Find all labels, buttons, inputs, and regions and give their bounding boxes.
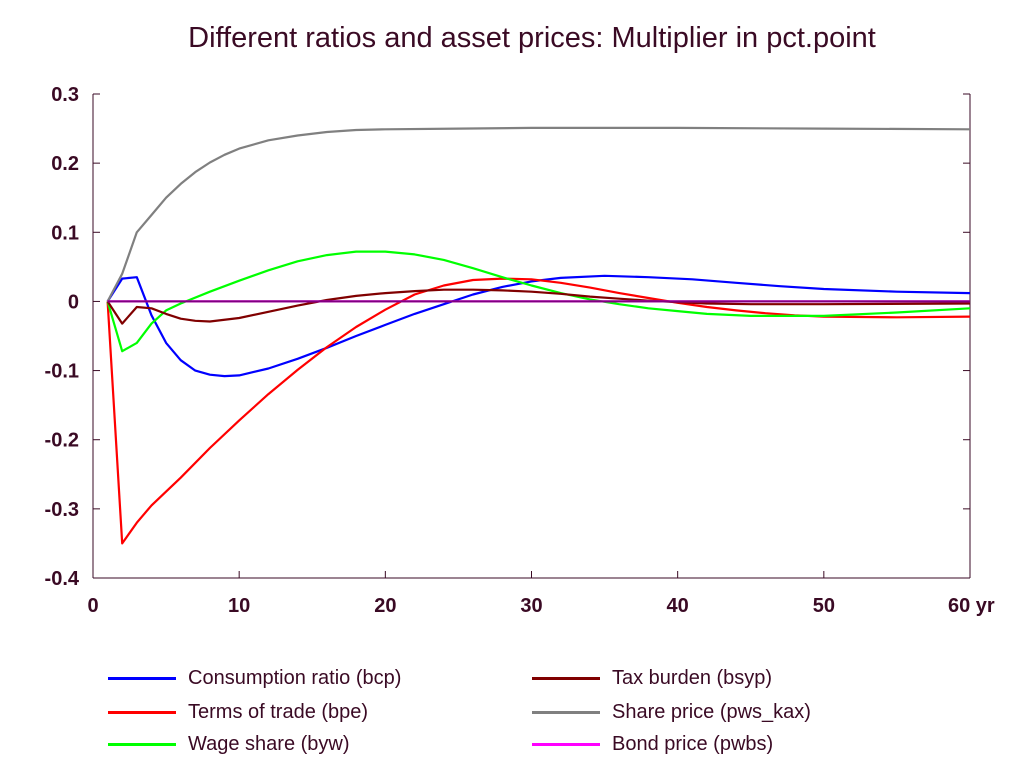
x-tick-label: 30 [520,595,542,617]
series-line-wage-share [106,250,971,353]
series-line-terms-of-trade [106,277,971,545]
tick-labels: 0.3 0.2 0.1 0 -0.1 -0.2 -0.3 -0.4 0 10 20 30 40 50 60 … [45,84,995,617]
y-tick-label: 0.1 [51,222,79,244]
x-tick-label: 50 [813,595,835,617]
x-tick-label: 0 [87,595,98,617]
y-tick-label: 0 [68,291,79,313]
axes [92,93,971,579]
series-line-share-price [106,126,971,302]
y-tick-label: 0.3 [51,84,79,106]
x-tick-label: 10 [228,595,250,617]
y-tick-label: -0.3 [45,499,79,521]
y-tick-label: 0.2 [51,153,79,175]
x-tick-label: 20 [374,595,396,617]
x-tick-label: 60 yr [948,595,995,617]
series-line-consumption-ratio [106,274,971,378]
chart-title: Different ratios and asset prices: Multi… [188,22,876,54]
y-tick-label: -0.2 [45,430,79,452]
series-line-tax-burden [106,288,971,325]
y-tick-label: -0.4 [45,568,80,590]
series-lines [106,126,971,545]
x-tick-label: 40 [667,595,689,617]
y-tick-label: -0.1 [45,361,79,383]
